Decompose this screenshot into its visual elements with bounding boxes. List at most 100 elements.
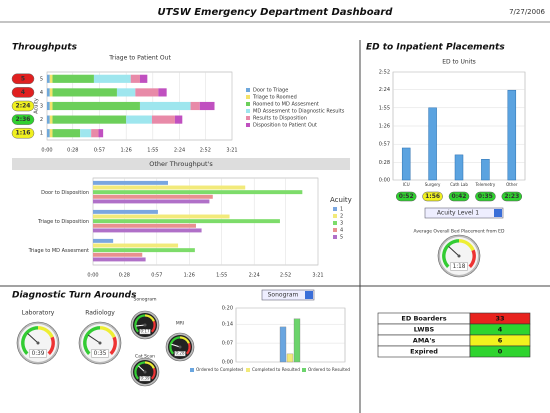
gauge-readout [174, 351, 186, 357]
bar-segment [52, 88, 117, 97]
legend-swatch [302, 368, 306, 372]
y-tick-label: 5 [40, 76, 43, 82]
dropdown[interactable] [424, 207, 504, 219]
bar-segment [49, 115, 53, 124]
badge-label: 0:52 [399, 193, 414, 200]
gauge-hub [178, 345, 182, 349]
badge-label: 0:42 [452, 193, 467, 200]
y-tick-label: 1:26 [379, 124, 390, 130]
x-tick-label: 0:00 [87, 273, 98, 279]
bar [93, 185, 246, 190]
y-tick-label: 0:00 [379, 178, 390, 184]
legend-swatch [333, 221, 337, 225]
dropdown-label[interactable]: Acuity Level 1 [437, 210, 479, 217]
bar-segment [91, 129, 99, 138]
bar [93, 228, 202, 233]
gauge-hub [98, 341, 102, 345]
gauge-caption: Average Overall Bed Placement from ED [414, 229, 505, 235]
row-label: AMA's [413, 337, 436, 345]
dropdown-button[interactable] [305, 291, 313, 299]
dropdown-label[interactable]: Sonogram [268, 292, 299, 299]
y-tick-label: 0:57 [379, 142, 390, 148]
legend-label: Triage to Roomed [252, 95, 297, 101]
gauge-band [21, 326, 39, 355]
row-value: 0 [498, 348, 503, 356]
legend-swatch [246, 368, 250, 372]
bar [93, 238, 114, 243]
bar-segment [130, 74, 140, 83]
x-tick-label: 1:55 [147, 148, 158, 154]
bar-segment [47, 88, 50, 97]
gauge-value: 0:39 [141, 376, 150, 381]
chart-title: ED to Units [442, 59, 476, 66]
gauge-label: Sonogram [133, 297, 156, 303]
gauge-hub [143, 370, 147, 374]
x-tick-label: 2:52 [280, 273, 291, 279]
x-tick-label: Telemetry [475, 182, 496, 187]
gauge-needle [87, 334, 101, 344]
bar-segment [49, 88, 53, 97]
gauge-band [37, 326, 54, 339]
row-value: 4 [498, 326, 503, 334]
x-tick-label: 1:55 [216, 273, 227, 279]
bar-segment [52, 129, 81, 138]
date: 7/27/2006 [509, 8, 545, 16]
status-badge [448, 191, 470, 202]
y-tick-label: Triage to MD Assesment [28, 248, 89, 254]
y-tick-label: 2:52 [379, 70, 390, 76]
y-tick-label: 4 [40, 90, 43, 96]
row-label: ED Boarders [401, 315, 446, 323]
status-badge [475, 191, 496, 202]
x-tick-label: Other [506, 182, 518, 187]
x-tick-label: 1:26 [121, 148, 132, 154]
legend-label: MD Assesment to Diagnostic Results [253, 109, 345, 115]
legend-label: 3 [340, 221, 343, 227]
gauge-readout [450, 262, 468, 271]
y-axis-label: Acuity [34, 98, 40, 114]
x-tick-label: Surgery [425, 182, 441, 187]
gauge-label: Radiology [85, 310, 115, 317]
bar [93, 248, 195, 253]
bar [93, 214, 230, 219]
gauge-hub [36, 341, 40, 345]
bar [401, 147, 411, 181]
bar-segment [52, 115, 127, 124]
banner [12, 158, 350, 170]
bar [93, 252, 143, 257]
dropdown[interactable] [261, 289, 315, 301]
y-tick-label: 0:14 [222, 322, 233, 328]
legend-swatch [333, 214, 337, 218]
bar [93, 223, 196, 228]
legend-swatch [246, 95, 250, 99]
y-tick-label: 0:07 [222, 341, 233, 347]
bar [93, 194, 213, 199]
x-tick-label: 1:26 [184, 273, 195, 279]
badge-label: 2:36 [16, 116, 31, 123]
bar-segment [49, 101, 53, 111]
gauge-readout [91, 349, 109, 358]
badge-label: 4 [21, 89, 25, 96]
legend-label: Ordered to Completed [196, 367, 243, 372]
bar [481, 159, 490, 181]
bar-segment [47, 74, 50, 83]
gauge-value: 0:39 [32, 351, 45, 357]
legend-label: Results to Disposition [253, 116, 307, 122]
status-badge [501, 191, 523, 202]
gauge-label: Laboratory [22, 310, 55, 317]
bar [507, 89, 517, 181]
bar-segment [80, 129, 92, 138]
bar-segment [126, 115, 152, 124]
gauge-band [150, 321, 156, 333]
status-badge [11, 100, 35, 112]
y-tick-label: 1 [40, 131, 43, 137]
gauge-readout [139, 329, 151, 335]
gauge-band [47, 336, 55, 355]
bar-segment [190, 101, 200, 111]
legend-label: 5 [340, 235, 343, 241]
y-tick-label: Door to Disposition [41, 190, 89, 196]
bar-segment [174, 115, 183, 124]
bar [93, 219, 280, 224]
gauge-band [185, 343, 191, 355]
dropdown-button[interactable] [494, 209, 502, 217]
